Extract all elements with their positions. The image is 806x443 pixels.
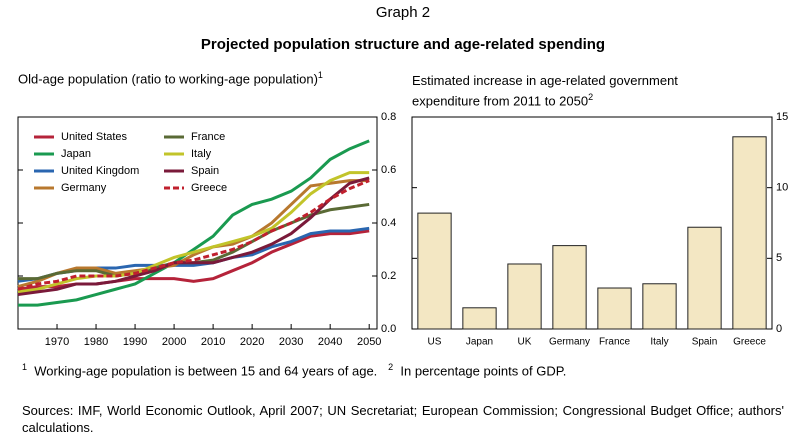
x-tick-label: Germany	[549, 337, 590, 348]
y-tick-label: 0.2	[381, 270, 396, 282]
y-tick-label: 15	[776, 111, 788, 123]
bar	[552, 245, 587, 330]
legend-label: United Kingdom	[61, 165, 139, 177]
footnotes: 1 Working-age population is between 15 a…	[22, 362, 566, 378]
footnote-mark: 1	[22, 362, 28, 372]
graph-label: Graph 2	[375, 4, 431, 21]
x-tick-label: UK	[518, 337, 532, 348]
legend-label: Greece	[191, 182, 227, 194]
title-note: 2	[588, 92, 594, 102]
bar	[417, 212, 452, 330]
legend-label: France	[191, 131, 225, 143]
legend-label: Italy	[191, 148, 212, 160]
legend-label: Japan	[61, 148, 91, 160]
x-tick-label: US	[428, 337, 442, 348]
plot-frame	[411, 116, 773, 330]
title-text: Old-age population (ratio to working-age…	[18, 71, 318, 87]
bar	[687, 226, 722, 330]
x-tick-label: 2020	[240, 336, 264, 348]
title-text: Estimated increase in age-related govern…	[412, 73, 678, 109]
bar	[462, 307, 497, 330]
y-tick-label: 5	[776, 252, 782, 264]
series-line	[17, 176, 370, 297]
bar	[642, 283, 677, 330]
series-line	[17, 179, 370, 289]
x-tick-label: France	[599, 337, 631, 348]
y-tick-label: 0.4	[381, 217, 396, 229]
x-tick-label: Greece	[733, 337, 766, 348]
main-title: Projected population structure and age-r…	[200, 36, 606, 53]
x-tick-label: Japan	[466, 337, 493, 348]
bar	[597, 287, 632, 330]
y-tick-label: 0	[776, 323, 782, 335]
panel-title: Estimated increase in age-related govern…	[412, 73, 742, 109]
x-tick-label: 2050	[357, 336, 381, 348]
series-line	[18, 202, 370, 281]
title-note: 1	[317, 70, 323, 80]
bar	[732, 136, 767, 330]
x-tick-label: 2010	[201, 336, 225, 348]
charts: 0.0 0.2 0.4 0.6 0.8 1970 1980 1990 2000 2010 2020 2…	[17, 111, 788, 348]
x-tick-label: 1990	[123, 336, 147, 348]
series-line	[18, 139, 370, 307]
bar	[507, 263, 542, 330]
footnote: Working-age population is between 15 and…	[34, 363, 378, 379]
x-tick-label: Italy	[650, 337, 668, 348]
x-tick-label: 1980	[84, 336, 108, 348]
legend-label: United States	[61, 131, 128, 143]
legend-label: Spain	[191, 165, 219, 177]
x-tick-label: 2040	[318, 336, 342, 348]
footnote-mark: 2	[388, 362, 394, 372]
x-tick-label: 2030	[279, 336, 303, 348]
x-tick-label: 1970	[45, 336, 69, 348]
y-tick-label: 0.8	[381, 111, 396, 123]
y-tick-label: 0.0	[381, 323, 396, 335]
panel-title: Old-age population (ratio to working-age…	[18, 70, 323, 86]
legend-label: Germany	[61, 182, 107, 194]
x-tick-label: 2000	[162, 336, 186, 348]
footnote: In percentage points of GDP.	[400, 363, 567, 379]
y-tick-label: 10	[776, 182, 788, 194]
y-tick-label: 0.6	[381, 164, 396, 176]
sources: Sources: IMF, World Economic Outlook, Ap…	[22, 403, 784, 435]
x-tick-label: Spain	[692, 337, 718, 348]
series-line	[17, 171, 370, 294]
